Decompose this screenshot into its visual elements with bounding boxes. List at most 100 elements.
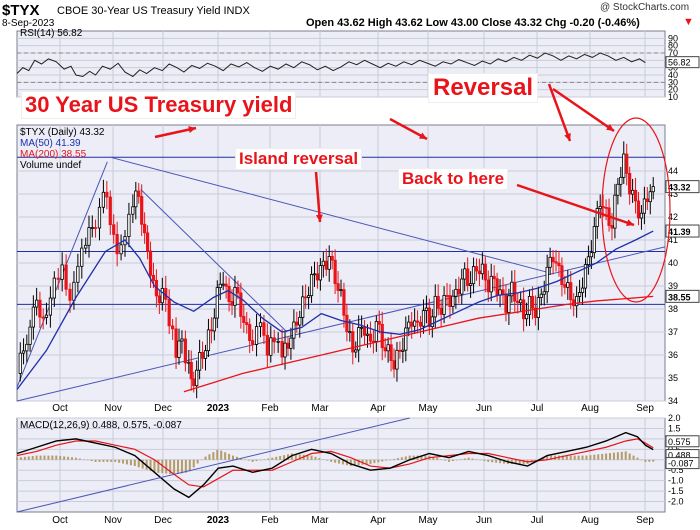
macd-histogram-bar [502, 459, 505, 464]
macd-histogram-bar [192, 459, 195, 468]
candle-body [595, 208, 599, 227]
macd-histogram-bar [169, 459, 172, 474]
symbol: $TYX [2, 2, 40, 19]
x-tick-label: Apr [370, 515, 386, 526]
macd-histogram-bar [153, 459, 156, 473]
macd-histogram-bar [589, 455, 592, 460]
macd-histogram-bar [369, 459, 372, 464]
candle-body [56, 277, 60, 280]
candle-body [557, 262, 561, 267]
rsi-tick-label: 40 [668, 70, 678, 80]
x-tick-label: Jun [476, 403, 492, 414]
macd-histogram-bar [180, 459, 183, 474]
annotation-arrow [314, 171, 322, 223]
candle-body [386, 344, 390, 352]
candle-body [187, 361, 191, 364]
candle-body [108, 196, 112, 226]
candle-body [418, 321, 423, 327]
macd-histogram-bar [593, 454, 596, 460]
candle-body [342, 289, 346, 316]
candle-body [445, 295, 449, 297]
candle-body [566, 282, 570, 288]
macd-histogram-bar [228, 453, 231, 460]
macd-tick-label: -1.5 [668, 486, 684, 496]
x-tick-label: Jul [531, 515, 544, 526]
macd-histogram-bar [106, 459, 109, 462]
macd-histogram-bar [546, 455, 549, 460]
candle-body [586, 256, 591, 265]
candle-body [536, 297, 540, 318]
macd-histogram-bar [27, 456, 30, 460]
macd-histogram-bar [440, 459, 443, 460]
candle-body [318, 265, 322, 281]
macd-histogram-bar [259, 459, 262, 461]
macd-histogram-bar [601, 453, 604, 460]
candle-body [539, 293, 543, 298]
price-tick-label: 43 [668, 189, 678, 199]
macd-histogram-bar [200, 459, 203, 461]
macd-histogram-bar [55, 455, 58, 460]
macd-histogram-bar [137, 459, 140, 468]
macd-histogram-bar [35, 455, 38, 460]
candle-body [548, 256, 552, 268]
candle-body [454, 288, 458, 297]
macd-histogram-bar [86, 459, 89, 461]
candle-body [383, 347, 387, 352]
macd-histogram-bar [208, 454, 211, 460]
candle-body [134, 190, 138, 208]
candle-body [245, 322, 249, 325]
macd-histogram-bar [400, 457, 403, 460]
ma50-line [16, 230, 654, 390]
ma50-last-badge [665, 224, 700, 238]
candle-body [639, 212, 644, 219]
title-annotation: 30 Year US Treasury yield [21, 91, 297, 119]
candle-body [516, 300, 520, 304]
candle-body [365, 333, 370, 336]
candle-body [636, 200, 641, 219]
candle-body [421, 310, 426, 327]
candle-body [433, 295, 437, 318]
candle-body [131, 206, 135, 215]
macd-histogram-bar [196, 459, 199, 464]
macd-histogram-bar [290, 453, 293, 460]
macd-histogram-bar [648, 459, 651, 462]
macd-histogram-bar [420, 455, 423, 460]
candle-body [348, 331, 352, 334]
x-tick-label: Nov [104, 515, 122, 526]
candle-body [501, 289, 505, 295]
candle-body [177, 340, 181, 358]
macd-histogram-bar [514, 459, 517, 464]
candle-body [424, 307, 429, 312]
date: 8-Sep-2023 [2, 18, 55, 29]
x-tick-label: Apr [370, 403, 386, 414]
macd-histogram-bar [298, 454, 301, 460]
candle-body [236, 286, 240, 294]
macd-histogram-bar [636, 457, 639, 460]
annotation-arrowhead [419, 132, 427, 139]
macd-panel [16, 417, 666, 513]
rsi-legend: RSI(14) 56.82 [20, 28, 83, 39]
annotation-arrowhead [606, 124, 614, 131]
macd-histogram-bar [39, 455, 42, 460]
macd-histogram-bar [306, 455, 309, 460]
macd-histogram-bar [353, 459, 356, 466]
macd-histogram-bar [479, 459, 482, 461]
macd-histogram-bar [133, 459, 136, 467]
change-down-icon: ▼ [683, 16, 694, 28]
macd-histogram-bar [444, 459, 447, 461]
candle-body [233, 286, 237, 306]
candle-body [192, 378, 196, 387]
candle-body [522, 299, 526, 320]
macd-histogram-bar [628, 453, 631, 460]
macd-histogram-bar [239, 458, 242, 460]
candle-body [276, 340, 280, 343]
macd-histogram-bar [349, 459, 352, 467]
macd-histogram-bar [243, 459, 246, 460]
candle-body [212, 317, 216, 332]
candle-body [504, 294, 508, 313]
macd-histogram-bar [605, 453, 608, 460]
candle-body [492, 275, 496, 280]
candle-body [551, 256, 555, 263]
macd-histogram-bar [70, 457, 73, 460]
